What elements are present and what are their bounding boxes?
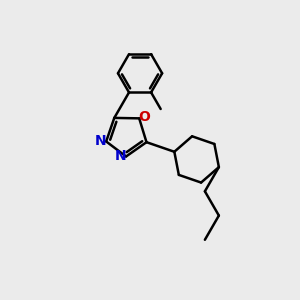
Text: N: N <box>95 134 107 148</box>
Text: O: O <box>139 110 150 124</box>
Text: N: N <box>115 149 127 164</box>
